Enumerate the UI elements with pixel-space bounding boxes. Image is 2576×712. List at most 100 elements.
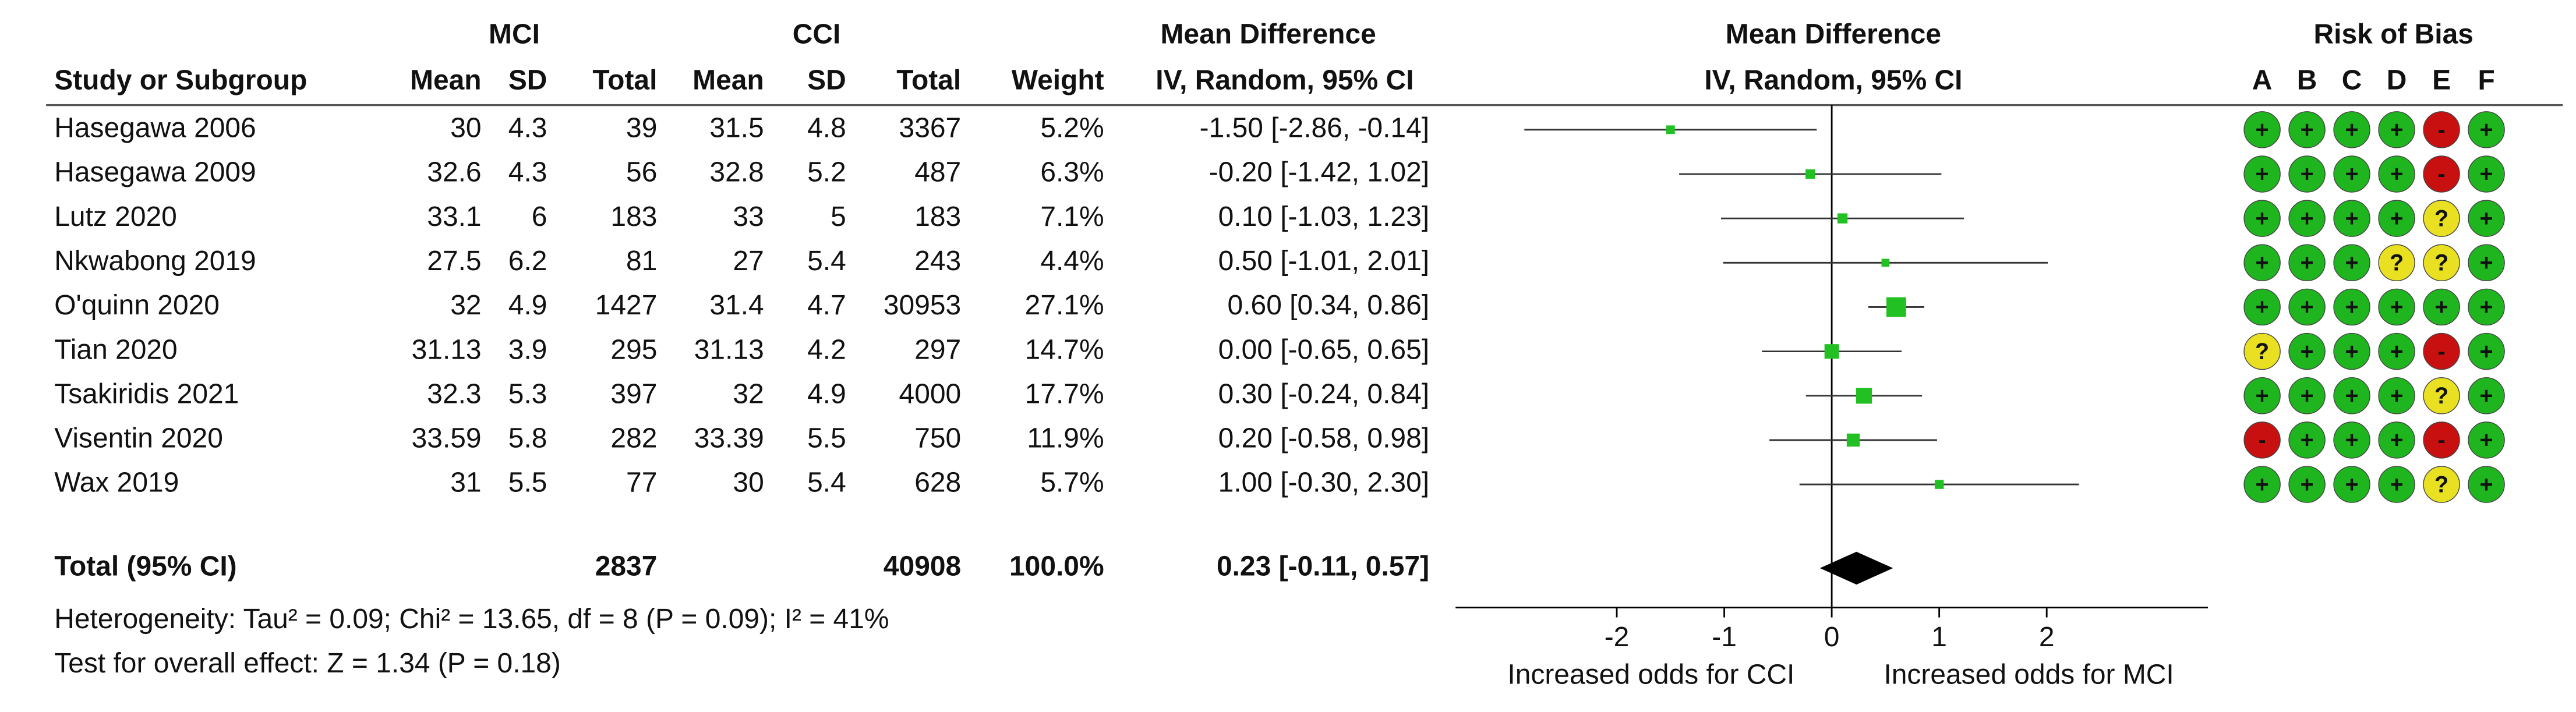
cell: 31.13 <box>412 334 482 365</box>
bias-cell: + <box>2243 200 2281 237</box>
bias-cell: + <box>2468 288 2505 326</box>
bias-cell: + <box>2378 155 2415 193</box>
bias-cell: + <box>2468 111 2505 148</box>
bias-symbol: + <box>2390 427 2404 453</box>
bias-circle <box>2333 332 2370 370</box>
cell: 32.6 <box>427 157 481 188</box>
bias-circle <box>2468 332 2505 370</box>
cell: 6.2 <box>508 246 547 277</box>
cell: 4.9 <box>508 290 547 321</box>
bias-circle <box>2378 111 2415 148</box>
cell: 0.60 [0.34, 0.86] <box>1228 290 1430 321</box>
bias-symbol: - <box>2438 427 2446 453</box>
cell: 27.1% <box>1025 290 1104 321</box>
bias-cell: - <box>2423 421 2460 459</box>
column-header: IV, Random, 95% CI <box>1704 65 1962 96</box>
total-cell: 100.0% <box>1009 551 1104 582</box>
study-name: Visentin 2020 <box>54 423 223 454</box>
bias-cell: - <box>2423 155 2460 193</box>
bias-circle <box>2243 288 2281 326</box>
study-name: O'quinn 2020 <box>54 290 220 321</box>
bias-symbol: + <box>2301 472 2314 497</box>
bias-circle <box>2243 200 2281 237</box>
bias-circle <box>2288 466 2326 503</box>
bias-circle <box>2423 155 2460 193</box>
column-header: Risk of Bias <box>2314 19 2473 50</box>
cell: 5.3 <box>508 378 547 409</box>
total-cell: 40908 <box>884 551 961 582</box>
cell: 27 <box>733 246 764 277</box>
cell: 27.5 <box>427 246 481 277</box>
bias-circle <box>2333 111 2370 148</box>
bias-cell: + <box>2468 200 2505 237</box>
bias-circle <box>2378 421 2415 459</box>
bias-symbol: + <box>2345 339 2359 364</box>
cell: 31.13 <box>694 334 764 365</box>
bias-cell: + <box>2333 421 2370 459</box>
bias-cell: + <box>2333 466 2370 503</box>
bias-symbol: + <box>2390 295 2404 320</box>
bias-symbol: + <box>2256 295 2269 320</box>
bias-circle <box>2468 155 2505 193</box>
effect-marker <box>1886 297 1906 317</box>
cell: 1.00 [-0.30, 2.30] <box>1218 467 1429 498</box>
bias-symbol: + <box>2301 339 2314 364</box>
bias-circle <box>2333 155 2370 193</box>
bias-cell: + <box>2468 244 2505 282</box>
cell: 4.2 <box>807 334 846 365</box>
study-name: Hasegawa 2006 <box>54 112 256 143</box>
bias-symbol: + <box>2345 161 2359 187</box>
bias-symbol: + <box>2256 383 2269 409</box>
bias-domain: D <box>2387 65 2407 96</box>
bias-symbol: + <box>2390 206 2404 231</box>
bias-circle <box>2333 288 2370 326</box>
bias-circle <box>2333 200 2370 237</box>
x-axis-label: Increased odds for MCI <box>1884 660 2174 690</box>
bias-symbol: + <box>2256 117 2269 143</box>
bias-cell: + <box>2378 332 2415 370</box>
bias-circle <box>2468 288 2505 326</box>
bias-symbol: - <box>2438 117 2446 143</box>
total-label: Total (95% CI) <box>54 551 236 582</box>
bias-cell: ? <box>2423 200 2460 237</box>
cell: 30 <box>450 112 481 143</box>
bias-circle <box>2243 111 2281 148</box>
cell: 0.20 [-0.58, 0.98] <box>1218 423 1429 454</box>
bias-cell: + <box>2288 466 2326 503</box>
column-header: Mean Difference <box>1726 19 1941 50</box>
bias-circle <box>2378 155 2415 193</box>
bias-cell: ? <box>2243 332 2281 370</box>
cell: 7.1% <box>1040 201 1104 232</box>
bias-circle <box>2243 377 2281 415</box>
bias-cell: - <box>2243 421 2281 459</box>
bias-symbol: + <box>2301 250 2314 276</box>
bias-symbol: + <box>2301 117 2314 143</box>
cell: -1.50 [-2.86, -0.14] <box>1200 112 1429 143</box>
bias-cell: + <box>2243 111 2281 148</box>
bias-symbol: - <box>2438 339 2446 364</box>
bias-cell: + <box>2468 466 2505 503</box>
cell: 81 <box>626 246 657 277</box>
column-header: Total <box>592 65 657 96</box>
bias-symbol: + <box>2301 206 2314 231</box>
cell: 0.10 [-1.03, 1.23] <box>1218 201 1429 232</box>
bias-circle <box>2378 332 2415 370</box>
bias-cell: + <box>2288 377 2326 415</box>
bias-cell: - <box>2423 332 2460 370</box>
cell: 32 <box>450 290 481 321</box>
cell: 750 <box>914 423 961 454</box>
study-name: Tian 2020 <box>54 334 177 365</box>
cell: 4.9 <box>807 378 846 409</box>
bias-symbol: ? <box>2390 250 2404 276</box>
bias-symbol: + <box>2480 117 2493 143</box>
bias-circle <box>2423 288 2460 326</box>
bias-symbol: + <box>2345 427 2359 453</box>
bias-circle <box>2423 466 2460 503</box>
column-header: SD <box>508 65 547 96</box>
effect-marker <box>1856 388 1872 404</box>
bias-symbol: + <box>2256 206 2269 231</box>
bias-cell: + <box>2333 200 2370 237</box>
bias-cell: + <box>2333 155 2370 193</box>
